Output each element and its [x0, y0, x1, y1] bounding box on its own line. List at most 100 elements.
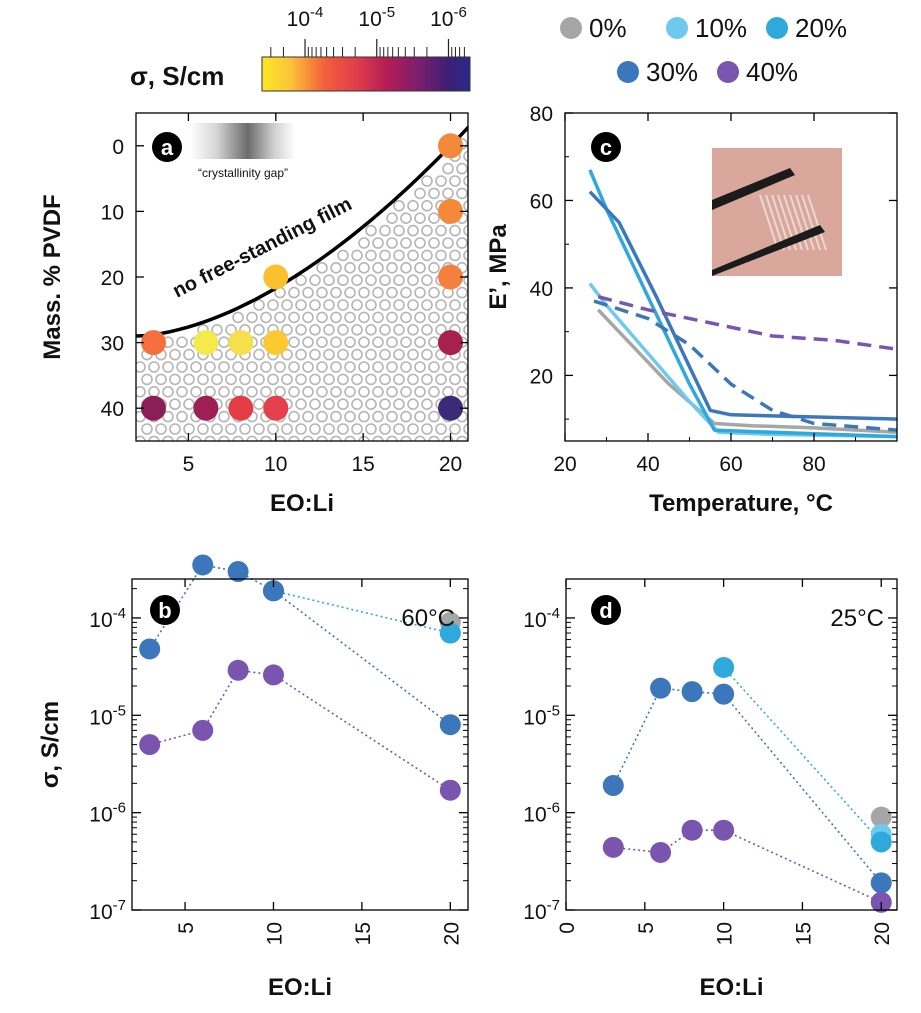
- lattice-circle: [176, 385, 188, 398]
- lattice-circle: [344, 435, 356, 441]
- y-tick-label-exponent: -5: [113, 702, 126, 719]
- lattice-circle: [183, 398, 195, 411]
- lattice-circle: [429, 461, 439, 471]
- lattice-circle: [365, 249, 377, 262]
- lattice-circle: [428, 212, 440, 224]
- lattice-circle: [253, 299, 265, 311]
- legend-label: 0%: [589, 13, 627, 43]
- lattice-circle: [449, 373, 461, 386]
- lattice-circle: [386, 311, 398, 324]
- lattice-circle: [136, 361, 146, 373]
- lattice-circle: [358, 311, 370, 324]
- lattice-circle: [296, 474, 306, 484]
- lattice-circle: [338, 449, 348, 459]
- lattice-circle: [428, 410, 440, 423]
- lattice-circle: [281, 373, 293, 386]
- lattice-circle: [288, 336, 300, 349]
- crystallinity-gap-label: “crystallinity gap”: [198, 166, 288, 180]
- y-tick-label-exponent: -5: [547, 702, 560, 719]
- lattice-circle: [428, 187, 440, 200]
- lattice-circle: [358, 361, 370, 373]
- lattice-circle: [302, 311, 314, 324]
- lattice-circle: [408, 474, 418, 484]
- lattice-circle: [386, 212, 398, 224]
- lattice-circle: [471, 139, 481, 149]
- lattice-circle: [442, 187, 454, 200]
- lattice-circle: [471, 436, 481, 446]
- lattice-circle: [358, 410, 370, 423]
- x-tick-label: 0: [556, 922, 579, 934]
- data-point: [681, 681, 703, 703]
- lattice-circle: [428, 361, 440, 373]
- lattice-circle: [485, 114, 495, 124]
- lattice-circle: [471, 263, 481, 273]
- temperature-label: 60°C: [401, 605, 455, 632]
- lattice-circle: [247, 461, 257, 471]
- lattice-circle: [421, 323, 433, 336]
- lattice-circle: [379, 373, 391, 386]
- series-connector: [149, 564, 451, 726]
- lattice-circle: [254, 474, 264, 484]
- film-strip: [801, 194, 821, 251]
- lattice-circle: [218, 410, 230, 423]
- lattice-circle: [400, 336, 412, 349]
- y-axis-label: Mass. % PVDF: [39, 194, 66, 359]
- lattice-circle: [344, 361, 356, 373]
- data-point: [439, 779, 461, 801]
- lattice-circle: [492, 325, 502, 335]
- lattice-circle: [372, 261, 384, 274]
- y-tick-label: 10-6: [89, 800, 126, 827]
- lattice-circle: [323, 274, 335, 287]
- conductivity-point: [140, 395, 166, 421]
- lattice-circle: [449, 423, 461, 435]
- lattice-circle: [162, 385, 174, 398]
- lattice-circle: [212, 449, 222, 459]
- lattice-circle: [232, 311, 244, 324]
- lattice-circle: [142, 474, 152, 484]
- y-tick-label: 40: [530, 278, 553, 301]
- lattice-circle: [386, 286, 398, 299]
- lattice-circle: [323, 299, 335, 311]
- lattice-circle: [393, 299, 405, 311]
- lattice-circle: [344, 336, 356, 349]
- y-tick-label-exponent: -4: [113, 605, 126, 622]
- series-connector: [613, 829, 882, 904]
- lattice-circle: [296, 449, 306, 459]
- lattice-circle: [337, 348, 349, 361]
- y-tick-label: 80: [530, 103, 553, 126]
- lattice-circle: [226, 474, 236, 484]
- lattice-circle: [421, 200, 433, 212]
- series-connector: [149, 669, 451, 791]
- lattice-circle: [337, 323, 349, 336]
- lattice-circle: [407, 398, 419, 411]
- lattice-circle: [169, 423, 181, 435]
- lattice-circle: [372, 385, 384, 398]
- lattice-circle: [449, 299, 461, 311]
- lattice-circle: [400, 261, 412, 274]
- conductivity-point: [438, 133, 464, 159]
- lattice-circle: [435, 423, 447, 435]
- x-axis-label: Temperature, °C: [649, 490, 833, 517]
- lattice-circle: [393, 398, 405, 411]
- lattice-circle: [190, 435, 202, 441]
- lattice-circle: [471, 188, 481, 198]
- lattice-circle: [414, 212, 426, 224]
- lattice-circle: [379, 274, 391, 287]
- legend-marker: [666, 17, 688, 39]
- lattice-circle: [478, 374, 488, 384]
- lattice-circle: [309, 299, 321, 311]
- lattice-circle: [330, 435, 342, 441]
- lattice-circle: [478, 350, 488, 360]
- lattice-circle: [400, 410, 412, 423]
- y-tick-label: 10-4: [523, 605, 560, 632]
- x-tick-label: 10: [263, 922, 286, 945]
- lattice-circle: [337, 398, 349, 411]
- lattice-circle: [163, 461, 173, 471]
- lattice-circle: [225, 423, 237, 435]
- lattice-circle: [190, 385, 202, 398]
- lattice-circle: [267, 423, 279, 435]
- lattice-circle: [393, 423, 405, 435]
- lattice-circle: [456, 435, 468, 441]
- panel-letter-c: c: [600, 135, 612, 160]
- lattice-circle: [463, 224, 468, 237]
